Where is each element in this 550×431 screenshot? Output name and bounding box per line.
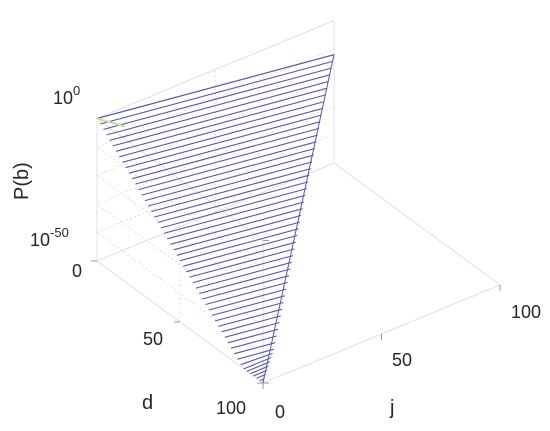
surface-line [122,107,324,163]
surface-line [243,357,272,370]
surface-edge [262,54,335,384]
surface-line [237,348,275,360]
surface-line [157,181,309,223]
surface-line [230,335,277,349]
d-tick-label-0: 0 [72,261,82,281]
grid-line [96,175,264,298]
surface-line [167,201,305,240]
grid-line [96,203,264,327]
surface-line [205,281,288,306]
surface-line [208,288,287,311]
j-axis-label: j [389,397,394,419]
surface-line [112,87,328,147]
surface-line [128,121,321,174]
surface-line [119,101,325,158]
surface-line [218,308,283,327]
surface-line [103,67,332,130]
surface-line [131,127,320,180]
surface-line [249,365,269,375]
surface-line [160,188,307,229]
j-tick-label-0: 0 [275,402,285,422]
surface-line [240,352,273,366]
z-tick-label-bottom: 10-50 [30,225,69,250]
surface-line [147,161,313,207]
surface-line [135,134,318,185]
surface-line [163,194,306,234]
surface-line [186,241,296,273]
surface-line [141,147,316,196]
grid-line [96,146,264,270]
surface-line [221,315,281,333]
surface-line [192,255,294,284]
surface-line [154,174,310,218]
j-tick-label-100: 100 [511,302,541,322]
surface-line [179,228,299,262]
surface-highlight [96,117,126,128]
surface-line [173,214,302,251]
surface-line [151,168,311,213]
surface-line [106,74,331,136]
surface-line [227,328,279,344]
axes-box [91,20,501,389]
surface-line [214,301,284,322]
surface-line [224,322,280,338]
z-tick-label-top: 100 [53,83,80,108]
surface-line [234,342,276,355]
surface-line [253,369,268,377]
d-tick-label-50: 50 [143,329,163,349]
j-tick-label-50: 50 [392,350,412,370]
surface-line [256,373,266,379]
grid-line [96,232,264,355]
surface-line [138,141,317,191]
surface-edge [96,54,335,119]
d-axis-label: d [142,392,153,414]
surface-line [202,275,290,300]
surface-line [211,295,285,316]
surface-line [189,248,295,278]
surface-line [144,154,314,202]
surface-line [100,60,333,125]
surface-line [199,268,291,295]
surface-mesh [96,54,335,384]
d-tick-label-100: 100 [216,398,246,418]
surface-line [170,208,303,245]
surface-line [176,221,301,256]
surface-line [195,261,292,289]
surface-line [109,80,329,141]
surface-line [125,114,322,169]
box-edge [96,20,335,119]
box-edge [333,162,501,286]
surface-line [183,234,298,267]
surface-line [116,94,326,152]
surface-line [246,361,271,372]
z-axis-label: P(b) [11,162,33,200]
